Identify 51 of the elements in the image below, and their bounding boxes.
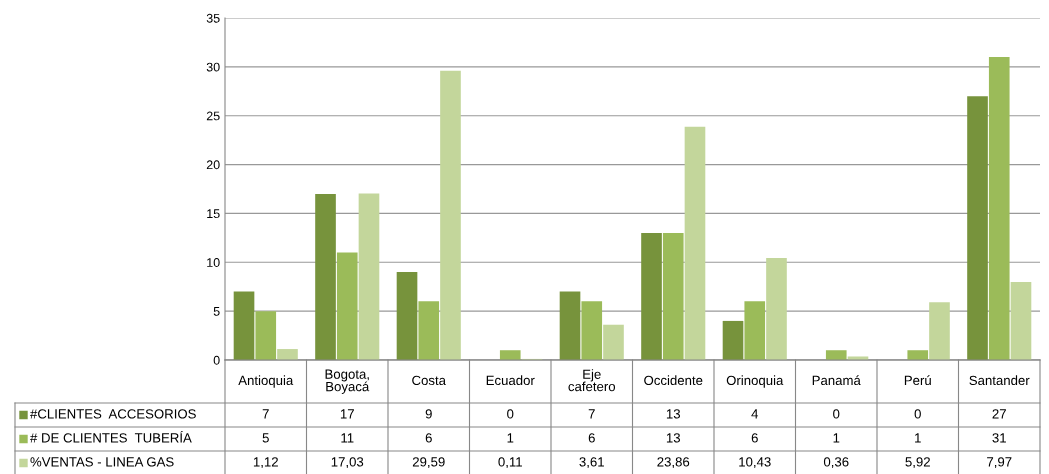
data-label: 5,92 — [905, 457, 930, 469]
legend-label: # DE CLIENTES TUBERÍA — [30, 430, 192, 443]
x-tick-label: Panamá — [812, 375, 861, 386]
data-label: 11 — [341, 433, 354, 443]
data-label: 7,97 — [987, 457, 1012, 469]
x-tick-label: Occidente — [644, 375, 703, 386]
data-label: 0,36 — [823, 457, 849, 469]
data-label: 6 — [425, 433, 432, 443]
y-tick-label: 5 — [213, 307, 220, 316]
x-tick-label: Orinoquia — [726, 375, 784, 388]
data-label: 6 — [751, 433, 758, 443]
data-label: 0 — [507, 409, 514, 419]
y-tick-label: 10 — [207, 258, 220, 267]
x-tick-label: Bogota, Boyacá — [325, 369, 370, 394]
data-label: 17,03 — [331, 457, 364, 469]
data-label: 1,12 — [253, 457, 278, 469]
x-tick-label: Costa — [412, 375, 446, 386]
data-label: 23,86 — [657, 457, 690, 469]
data-label: 9 — [425, 409, 432, 419]
y-tick-label: 15 — [207, 209, 220, 219]
data-label: 10,43 — [739, 457, 771, 469]
data-label: 5 — [262, 433, 269, 443]
data-label: 31 — [992, 433, 1006, 443]
data-label: 0 — [833, 409, 840, 419]
data-label: 13 — [666, 409, 681, 419]
y-tick-label: 35 — [206, 13, 220, 23]
data-label: 29,59 — [412, 457, 445, 469]
legend-label: %VENTAS - LINEA GAS — [30, 457, 174, 467]
x-tick-label: Santander — [969, 375, 1030, 386]
x-tick-label: Perú — [904, 375, 931, 386]
data-label: 1 — [915, 433, 921, 443]
data-label: 13 — [666, 433, 681, 443]
y-tick-label: 30 — [206, 62, 220, 72]
data-label: 17 — [340, 409, 354, 419]
legend-label: #CLIENTES ACCESORIOS — [30, 409, 196, 419]
x-tick-label: Eje cafetero — [568, 369, 616, 392]
data-label: 1 — [507, 433, 514, 443]
x-tick-label: Ecuador — [486, 375, 535, 386]
x-tick-label: Antioquia — [238, 375, 294, 388]
data-label: 1 — [833, 433, 840, 443]
data-label: 0 — [914, 409, 921, 419]
data-label: 7 — [588, 409, 595, 419]
data-label: 6 — [588, 433, 595, 443]
y-tick-label: 25 — [206, 111, 220, 121]
data-label: 27 — [992, 409, 1006, 419]
data-label: 4 — [751, 409, 759, 419]
y-tick-label: 0 — [213, 355, 220, 365]
y-tick-label: 20 — [206, 160, 220, 170]
data-label: 3,61 — [579, 457, 604, 469]
data-label: 0,11 — [498, 457, 522, 469]
data-label: 7 — [262, 409, 269, 419]
